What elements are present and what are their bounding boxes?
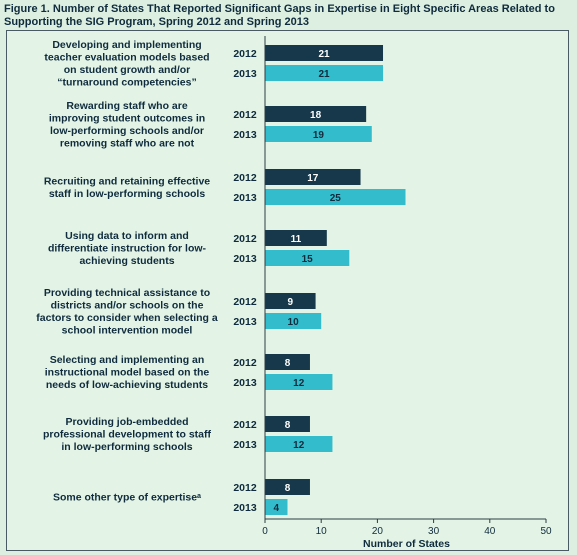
x-tick-label: 10 <box>316 526 328 537</box>
bar-value-label: 8 <box>285 483 291 494</box>
category-label: Recruiting and retaining effective <box>44 175 210 187</box>
year-label: 2012 <box>233 482 257 494</box>
category-label: Rewarding staff who are <box>66 100 188 112</box>
category-label: teacher evaluation models based <box>44 51 209 63</box>
bar-value-label: 21 <box>318 69 330 80</box>
bar-2012 <box>265 169 361 185</box>
bar-value-label: 19 <box>313 130 325 141</box>
category-label: “turnaround competencies” <box>57 76 196 88</box>
bar-value-label: 15 <box>302 254 314 265</box>
category-label: professional development to staff <box>43 429 212 441</box>
bar-value-label: 12 <box>293 440 305 451</box>
bar-value-label: 9 <box>288 297 294 308</box>
year-label: 2012 <box>233 296 257 308</box>
category-label: Some other type of expertiseᵃ <box>53 492 201 504</box>
bar-2013 <box>265 313 322 329</box>
bar-value-label: 10 <box>288 317 300 328</box>
x-axis-label: Number of States <box>363 538 450 550</box>
bar-2013 <box>265 65 384 81</box>
year-label: 2013 <box>233 253 257 265</box>
category-label: in low-performing schools <box>61 441 192 453</box>
chart-title: Figure 1. Number of States That Reported… <box>4 3 555 28</box>
category-label: differentiate instruction for low- <box>48 243 207 255</box>
year-label: 2013 <box>233 192 257 204</box>
bar-value-label: 12 <box>293 378 305 389</box>
year-label: 2013 <box>233 377 257 389</box>
bar-value-label: 17 <box>307 173 319 184</box>
bar-2013 <box>265 436 333 452</box>
year-label: 2012 <box>233 357 257 369</box>
bar-2013 <box>265 499 288 515</box>
bar-2012 <box>265 45 384 61</box>
bar-2013 <box>265 374 333 390</box>
bar-value-label: 11 <box>291 234 302 245</box>
x-tick-label: 50 <box>540 526 552 537</box>
bar-2012 <box>265 416 310 432</box>
year-label: 2013 <box>233 502 257 514</box>
category-label: districts and/or schools on the <box>51 299 204 311</box>
category-label: factors to consider when selecting a <box>36 312 218 324</box>
x-tick-label: 30 <box>428 526 440 537</box>
category-label: low-performing schools and/or <box>50 125 204 137</box>
bar-2012 <box>265 354 310 370</box>
year-label: 2013 <box>233 439 257 451</box>
year-label: 2013 <box>233 129 257 141</box>
x-tick-label: 20 <box>372 526 384 537</box>
category-label: Using data to inform and <box>65 230 189 242</box>
category-label: Selecting and implementing an <box>50 354 205 366</box>
year-label: 2012 <box>233 172 257 184</box>
bar-value-label: 8 <box>285 420 291 431</box>
bar-2012 <box>265 293 316 309</box>
bar-2013 <box>265 189 406 205</box>
bar-value-label: 8 <box>285 358 291 369</box>
year-label: 2012 <box>233 233 257 245</box>
bar-2013 <box>265 126 372 142</box>
year-label: 2012 <box>233 109 257 121</box>
category-label: needs of low-achieving students <box>46 379 208 391</box>
category-label: Providing job-embedded <box>65 416 188 428</box>
category-label: Providing technical assistance to <box>44 287 210 299</box>
x-tick-label: 0 <box>262 526 268 537</box>
year-label: 2012 <box>233 48 257 60</box>
bar-2012 <box>265 479 310 495</box>
bar-2012 <box>265 106 367 122</box>
category-label: removing staff who are not <box>60 137 195 149</box>
bar-2012 <box>265 230 327 246</box>
bar-value-label: 4 <box>273 503 279 514</box>
category-label: on student growth and/or <box>64 64 191 76</box>
bar-2013 <box>265 250 350 266</box>
year-label: 2012 <box>233 419 257 431</box>
year-label: 2013 <box>233 68 257 80</box>
year-label: 2013 <box>233 316 257 328</box>
category-label: achieving students <box>79 255 174 267</box>
bar-value-label: 25 <box>330 193 342 204</box>
bar-value-label: 18 <box>310 110 322 121</box>
category-label: school intervention model <box>62 324 193 336</box>
x-tick-label: 40 <box>484 526 496 537</box>
category-label: staff in low-performing schools <box>49 188 206 200</box>
category-label: improving student outcomes in <box>49 112 205 124</box>
category-label: instructional model based on the <box>45 367 210 379</box>
category-label: Developing and implementing <box>52 39 201 51</box>
bar-value-label: 21 <box>318 49 330 60</box>
